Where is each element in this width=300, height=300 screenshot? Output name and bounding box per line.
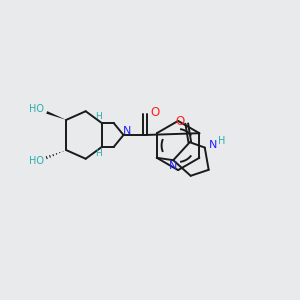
Text: N: N [169, 160, 177, 171]
Polygon shape [46, 111, 66, 120]
Text: N: N [123, 126, 131, 136]
Text: H: H [218, 136, 225, 146]
Text: O: O [151, 106, 160, 119]
Text: O: O [176, 115, 185, 128]
Text: N: N [208, 140, 217, 150]
Text: HO: HO [29, 104, 44, 114]
Text: HO: HO [29, 156, 44, 166]
Text: H: H [95, 112, 102, 121]
Text: H: H [95, 149, 102, 158]
